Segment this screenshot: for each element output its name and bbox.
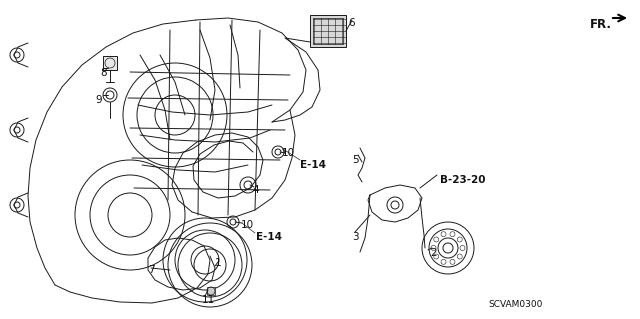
FancyBboxPatch shape — [310, 15, 346, 47]
Text: 10: 10 — [282, 148, 295, 158]
Text: 10: 10 — [241, 220, 254, 230]
Text: 5: 5 — [352, 155, 358, 165]
Text: 7: 7 — [148, 265, 155, 275]
FancyBboxPatch shape — [103, 56, 117, 70]
Text: E-14: E-14 — [256, 232, 282, 242]
Text: B-23-20: B-23-20 — [440, 175, 486, 185]
Text: 3: 3 — [352, 232, 358, 242]
Text: SCVAM0300: SCVAM0300 — [488, 300, 542, 309]
FancyBboxPatch shape — [207, 287, 215, 295]
Text: E-14: E-14 — [300, 160, 326, 170]
Text: 11: 11 — [202, 295, 215, 305]
Text: FR.: FR. — [590, 18, 612, 31]
Text: 6: 6 — [348, 18, 355, 28]
Text: 1: 1 — [215, 258, 221, 268]
Text: 9: 9 — [95, 95, 102, 105]
Text: 2: 2 — [430, 248, 436, 258]
Text: 4: 4 — [252, 185, 259, 195]
Text: 8: 8 — [100, 68, 107, 78]
